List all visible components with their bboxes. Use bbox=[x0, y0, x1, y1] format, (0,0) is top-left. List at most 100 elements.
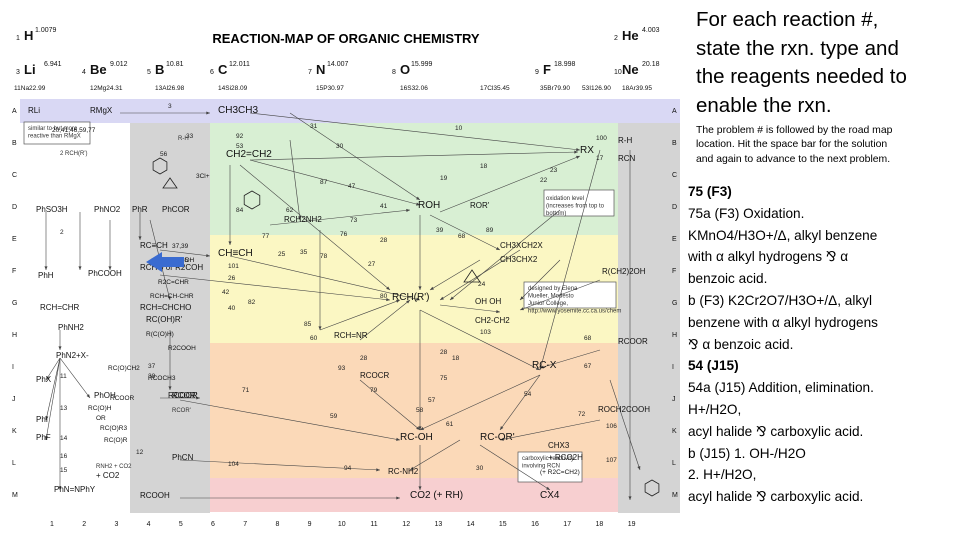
compound-rcho: RCHO or R2COH bbox=[140, 263, 203, 272]
compound-rcooh3: RCOR' bbox=[172, 391, 198, 400]
column-number: 13 bbox=[435, 521, 443, 528]
compound-rcoor: RCOOR bbox=[168, 391, 198, 400]
reaction-number: 89 bbox=[486, 227, 494, 234]
compound-phcor: PhCOR bbox=[162, 205, 190, 214]
element-small: 17Cl35.45 bbox=[480, 85, 510, 92]
reaction-number: 33 bbox=[186, 133, 194, 140]
answer-list: 75 (F3) 75a (F3) Oxidation. KMnO4/H3O+/Δ, … bbox=[688, 181, 956, 508]
reaction-number: 87 bbox=[320, 179, 328, 186]
element-mass: 15.999 bbox=[411, 61, 433, 68]
answer-line: b (J15) 1. OH-/H2O bbox=[688, 445, 806, 461]
arrowhead-icon bbox=[46, 376, 50, 380]
compound-cx4: CX4 bbox=[540, 490, 560, 501]
compound-rh: R-H bbox=[618, 136, 632, 145]
compound-rcoorp: RC-OR' bbox=[480, 432, 515, 443]
heading-line: the reagents needed to bbox=[696, 65, 907, 88]
row-letter: I bbox=[12, 364, 14, 371]
arrowhead-icon bbox=[206, 254, 210, 258]
arrowhead-icon bbox=[576, 148, 580, 152]
small-label-s10: R(C(O)H) bbox=[146, 331, 174, 338]
side-panel: For each reaction #, state the rxn. type… bbox=[688, 0, 956, 540]
reaction-arrow bbox=[359, 379, 421, 431]
note-similar: similar to but more bbox=[28, 126, 78, 132]
arrowhead-icon bbox=[418, 486, 422, 490]
arrowhead-icon bbox=[418, 286, 422, 290]
band-right-gray bbox=[618, 123, 680, 513]
element-small: 12Mg24.31 bbox=[90, 85, 123, 92]
column-number: 19 bbox=[628, 521, 636, 528]
pointer-arrow-icon bbox=[146, 252, 184, 272]
note-line: The problem # is followed by the road ma… bbox=[696, 125, 893, 136]
instructions-note: The problem # is followed by the road ma… bbox=[696, 124, 958, 167]
row-letter: B bbox=[672, 140, 677, 147]
reaction-arrow bbox=[479, 444, 551, 491]
answer-line: benzoic acid. bbox=[688, 271, 768, 287]
reaction-arrow bbox=[439, 249, 521, 301]
instructions-heading: For each reaction #, state the rxn. type… bbox=[696, 6, 956, 120]
compound-rmgx: RMgX bbox=[90, 106, 113, 115]
element-mass: 9.012 bbox=[110, 61, 128, 68]
note-box bbox=[543, 189, 615, 217]
reaction-number: 41 bbox=[380, 203, 388, 210]
reaction-number: 60 bbox=[310, 335, 318, 342]
compound-rconh2: RC-NH2 bbox=[388, 467, 419, 476]
reaction-number: 38 bbox=[148, 373, 156, 380]
compound-rcoh2r: RC(OH)R' bbox=[146, 315, 183, 324]
column-number: 3 bbox=[114, 521, 118, 528]
element-number: 5 bbox=[147, 69, 151, 76]
element-small: 16S32.06 bbox=[400, 85, 428, 92]
reaction-number: 79 bbox=[370, 387, 378, 394]
note-carboxylic: involving RCN bbox=[522, 464, 560, 470]
reaction-number: 27 bbox=[368, 261, 376, 268]
element-mass: 14.007 bbox=[327, 61, 349, 68]
note-credit: http://www.yosemite.cc.ca.us/chem bbox=[528, 309, 621, 315]
compound-phf: PhF bbox=[36, 433, 51, 442]
reaction-number: 59 bbox=[330, 413, 338, 420]
element-number: 2 bbox=[614, 35, 618, 42]
reaction-arrow bbox=[409, 439, 461, 471]
reaction-number: 39 bbox=[436, 227, 444, 234]
reaction-number: 28 bbox=[360, 355, 368, 362]
element-symbol: F bbox=[543, 62, 551, 77]
small-label-s2: 3Cl+ bbox=[196, 173, 210, 180]
reaction-number: 30 bbox=[476, 465, 484, 472]
arrowhead-icon bbox=[318, 326, 322, 330]
note-credit: Mueller, Modesto bbox=[528, 294, 574, 300]
compound-alkane: CH3CH3 bbox=[218, 105, 258, 116]
compound-alkyne: CH≡CH bbox=[218, 248, 253, 259]
heading-line: state the rxn. type and bbox=[696, 36, 899, 60]
compound-phch2oh: R(CH2)2OH bbox=[602, 267, 646, 276]
compound-phn2x: PhN2+X- bbox=[56, 351, 89, 360]
reaction-number: 26 bbox=[228, 275, 236, 282]
compound-rchrr: RCH(R') bbox=[392, 292, 429, 303]
reaction-number: 10 bbox=[455, 125, 463, 132]
element-symbol: O bbox=[400, 62, 410, 77]
answer-line: benzene with α alkyl hydrogens bbox=[688, 314, 878, 330]
row-letter: H bbox=[12, 332, 17, 339]
arrowhead-icon bbox=[86, 394, 90, 398]
reaction-number: 80 bbox=[380, 293, 388, 300]
reaction-arrow bbox=[59, 357, 91, 399]
arrowhead-icon bbox=[138, 236, 142, 240]
small-label-s8: R2COOH bbox=[168, 345, 196, 352]
element-small: 18Ar39.95 bbox=[622, 85, 652, 92]
compound-roh: ROH bbox=[418, 200, 440, 211]
reaction-number: 11 bbox=[60, 373, 67, 380]
reaction-arrow bbox=[499, 374, 541, 431]
note-box bbox=[23, 121, 91, 145]
reaction-arrow bbox=[249, 159, 421, 206]
row-letter: F bbox=[672, 268, 676, 275]
element-number: 1 bbox=[16, 35, 20, 42]
reaction-number: 12 bbox=[136, 449, 144, 456]
reaction-number: 62 bbox=[286, 207, 294, 214]
reaction-arrow bbox=[609, 379, 641, 471]
note-oxidation: oxidation level bbox=[546, 196, 584, 202]
arrowhead-icon bbox=[520, 307, 524, 311]
arrowhead-icon bbox=[228, 241, 232, 245]
compound-diol: OH OH bbox=[475, 297, 501, 306]
element-number: 10 bbox=[614, 69, 622, 76]
small-label-s11: RCOCH3 bbox=[148, 375, 176, 382]
reaction-arrow bbox=[419, 374, 541, 431]
element-number: 7 bbox=[308, 69, 312, 76]
compound-phnnph: PhN=NPhY bbox=[54, 485, 96, 494]
